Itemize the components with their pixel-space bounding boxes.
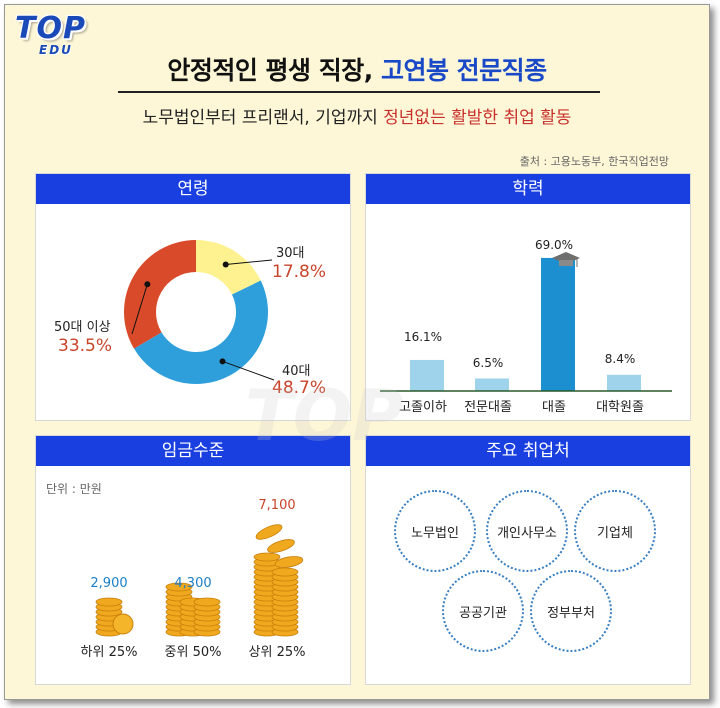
wage-panel: 임금수준 단위 : 만원 2,900 4,300 7,100 하위 25% 중위…	[35, 435, 351, 685]
logo-top-text: TOP	[15, 11, 86, 46]
donut-pct-40s: 48.7%	[272, 378, 327, 398]
age-panel-header: 연령	[36, 174, 350, 204]
wage-val-0: 2,900	[90, 576, 128, 591]
employers-panel: 주요 취업처 노무법인 개인사무소 기업체 공공기관 정부부처	[365, 435, 691, 685]
donut-leader-line	[222, 360, 275, 381]
flying-coin	[267, 539, 295, 553]
wage-coin-chart	[95, 524, 304, 637]
subtitle-part1: 노무법인부터 프리랜서, 기업까지	[142, 108, 384, 128]
edu-val-0: 16.1%	[403, 330, 443, 344]
donut-cat-50s: 50대 이상	[54, 320, 111, 335]
graduation-cap-icon	[552, 252, 580, 267]
infographic-frame: TOP EDU 안정적인 평생 직장, 고연봉 전문직종 노무법인부터 프리랜서…	[4, 4, 710, 700]
education-panel: 학력 16.1% 6.5% 69.0% 8.4% 고졸이하 전문대졸 대졸 대학…	[365, 173, 691, 421]
edu-bar	[410, 359, 444, 391]
education-bar-chart	[380, 252, 672, 392]
wage-unit: 단위 : 만원	[46, 482, 102, 496]
edu-bar	[541, 257, 575, 391]
donut-leader-line	[131, 284, 148, 335]
logo-edu-text: EDU	[39, 43, 73, 57]
wage-val-1: 4,300	[174, 576, 212, 591]
donut-slice-40s	[134, 280, 268, 384]
donut-pct-30s: 17.8%	[272, 262, 327, 282]
donut-pct-50s: 33.5%	[58, 336, 113, 356]
coin	[165, 582, 193, 592]
edu-val-2: 69.0%	[534, 238, 574, 252]
coin	[95, 597, 123, 607]
donut-slice-30s	[196, 240, 261, 295]
edu-cat-1: 전문대졸	[464, 400, 512, 415]
wage-cat-2: 상위 25%	[248, 645, 306, 660]
edu-bar	[607, 374, 641, 391]
education-panel-header: 학력	[366, 174, 690, 204]
employer-circle: 노무법인	[394, 490, 476, 572]
edu-cat-2: 대졸	[542, 400, 566, 415]
source-note: 출처 : 고용노동부, 한국직업전망	[519, 155, 669, 168]
page-title: 안정적인 평생 직장, 고연봉 전문직종	[5, 51, 709, 87]
employer-circle: 기업체	[574, 490, 656, 572]
donut-cat-40s: 40대	[282, 364, 311, 379]
top-edu-logo: TOP EDU	[13, 11, 103, 61]
subtitle-part2: 정년없는 활발한 취업 활동	[383, 108, 572, 128]
wage-val-2: 7,100	[258, 498, 296, 513]
flying-coin	[274, 556, 304, 568]
coin	[271, 567, 299, 577]
edu-val-3: 8.4%	[604, 352, 636, 366]
age-panel: 연령 30대 17.8% 40대 48.7% 50대 이상 33.5%	[35, 173, 351, 421]
wage-panel-header: 임금수준	[36, 436, 350, 466]
euro-coin-icon	[112, 613, 134, 635]
wage-cat-0: 하위 25%	[80, 645, 138, 660]
coin	[253, 552, 281, 562]
wage-cat-1: 중위 50%	[164, 645, 222, 660]
coin	[193, 597, 221, 607]
age-donut-chart	[124, 240, 275, 384]
edu-cat-3: 대학원졸	[596, 400, 644, 415]
donut-slice-50s	[124, 240, 196, 349]
employers-panel-header: 주요 취업처	[366, 436, 690, 466]
edu-val-1: 6.5%	[472, 356, 504, 370]
donut-cat-30s: 30대	[276, 246, 305, 261]
page-subtitle: 노무법인부터 프리랜서, 기업까지 정년없는 활발한 취업 활동	[5, 103, 709, 128]
flying-coin	[255, 524, 283, 540]
donut-leader-line	[225, 259, 273, 266]
employer-circle: 정부부처	[530, 570, 612, 652]
employer-circle: 개인사무소	[486, 490, 568, 572]
title-part2: 고연봉 전문직종	[380, 56, 547, 85]
title-underline	[118, 91, 600, 93]
edu-bar	[475, 378, 509, 391]
title-part1: 안정적인 평생 직장,	[167, 56, 381, 85]
employer-circle: 공공기관	[442, 570, 524, 652]
edu-cat-0: 고졸이하	[399, 400, 447, 415]
